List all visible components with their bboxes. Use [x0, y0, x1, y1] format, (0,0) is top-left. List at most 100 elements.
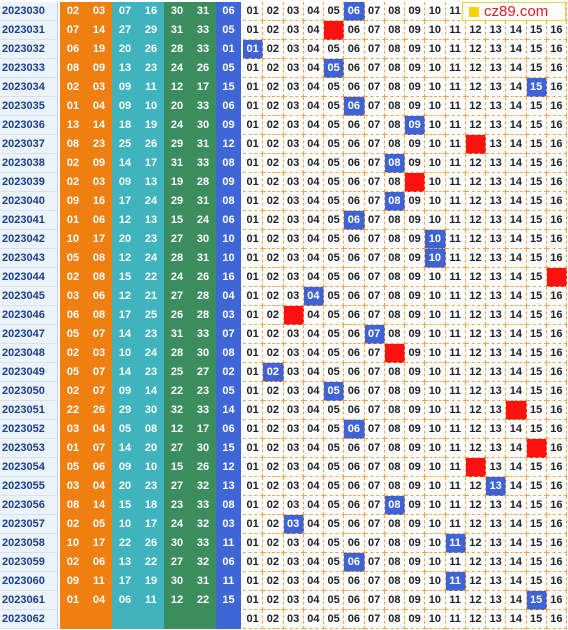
- red-ball-5: 24: [164, 116, 190, 135]
- red-ball-6: 32: [190, 553, 216, 572]
- issue-number: 2023033: [0, 59, 58, 78]
- trend-cell-01: 01: [243, 401, 264, 420]
- red-ball-5: 27: [164, 553, 190, 572]
- trend-cell-02: 02: [263, 344, 284, 363]
- trend-cell-07: 07: [364, 2, 385, 21]
- trend-cell-05: 05: [324, 21, 345, 40]
- trend-cell-05: 05: [324, 325, 345, 344]
- trend-cell-03: 03: [283, 192, 304, 211]
- red-ball-3: 18: [112, 116, 138, 135]
- trend-cell-08: 08: [384, 230, 405, 249]
- trend-cell-15: 15: [526, 553, 547, 572]
- red-ball-3: 09: [112, 78, 138, 97]
- trend-cell-13: 13: [486, 401, 507, 420]
- trend-cell-15: 15: [526, 534, 547, 553]
- trend-cell-14: 14: [506, 287, 527, 306]
- trend-cell-09: 09: [405, 173, 426, 192]
- trend-cell-14: 14: [506, 249, 527, 268]
- trend-cell-05: 05: [324, 477, 345, 496]
- blue-ball: 16: [216, 268, 241, 287]
- trend-cell-15: 15: [526, 40, 547, 59]
- trend-cell-11: 11: [445, 420, 466, 439]
- trend-cell-09: 09: [405, 344, 426, 363]
- trend-cell-01: 01: [243, 534, 264, 553]
- trend-cell-06: 06: [344, 78, 365, 97]
- red-ball-4: 13: [138, 173, 164, 192]
- trend-cell-11: 11: [445, 287, 466, 306]
- trend-cell-16: 16: [546, 572, 567, 591]
- trend-cell-03: 03: [283, 325, 304, 344]
- trend-cell-13: 13: [486, 249, 507, 268]
- trend-cell-03: 03: [283, 553, 304, 572]
- trend-cell-05: 05: [324, 97, 345, 116]
- trend-cell-05: 05: [324, 344, 345, 363]
- red-ball-4: 23: [138, 477, 164, 496]
- red-ball-3: 14: [112, 154, 138, 173]
- trend-cell-14: 14: [506, 458, 527, 477]
- trend-cell-09: 09: [405, 192, 426, 211]
- trend-cell-10: 10: [425, 2, 446, 21]
- trend-cell-02: 02: [263, 325, 284, 344]
- red-ball-4: [138, 610, 164, 629]
- red-ball-2: 08: [86, 249, 112, 268]
- issue-number: 2023042: [0, 230, 58, 249]
- trend-cell-13: 13: [486, 477, 507, 496]
- red-ball-4: 30: [138, 401, 164, 420]
- trend-cell-01: 01: [243, 515, 264, 534]
- trend-cell-06: 06: [344, 306, 365, 325]
- red-ball-1: 13: [60, 116, 86, 135]
- trend-cell-04: 04: [303, 363, 324, 382]
- trend-cell-05: 05: [324, 249, 345, 268]
- trend-cell-05: 05: [324, 59, 345, 78]
- red-ball-1: 05: [60, 325, 86, 344]
- red-ball-6: 33: [190, 401, 216, 420]
- trend-cell-03: 03: [283, 2, 304, 21]
- trend-cell-12: 12: [465, 249, 486, 268]
- trend-cell-04: 04: [303, 173, 324, 192]
- red-ball-6: 17: [190, 78, 216, 97]
- red-ball-2: 06: [86, 458, 112, 477]
- trend-cell-03: 03: [283, 249, 304, 268]
- trend-cell-15: 15: [526, 154, 547, 173]
- red-ball-1: 01: [60, 439, 86, 458]
- red-ball-1: 07: [60, 21, 86, 40]
- trend-cell-14: 14: [506, 515, 527, 534]
- trend-cell-02: 02: [263, 97, 284, 116]
- trend-cell-06: 06: [344, 591, 365, 610]
- red-ball-4: 16: [138, 2, 164, 21]
- trend-cell-07: 07: [364, 211, 385, 230]
- trend-cell-02: 02: [263, 2, 284, 21]
- trend-cell-08: 08: [384, 173, 405, 192]
- blue-ball: 05: [216, 382, 241, 401]
- trend-cell-10: 10: [425, 553, 446, 572]
- trend-cell-15: 15: [526, 116, 547, 135]
- issue-number: 2023060: [0, 572, 58, 591]
- trend-cell-16: 16: [546, 458, 567, 477]
- trend-cell-15: 15: [526, 496, 547, 515]
- site-logo[interactable]: cz89.com: [462, 2, 566, 21]
- trend-cell-11: 11: [445, 59, 466, 78]
- trend-cell-12: 12: [465, 610, 486, 629]
- trend-cell-09: 09: [405, 78, 426, 97]
- trend-cell-08: 08: [384, 21, 405, 40]
- blue-ball: 02: [216, 363, 241, 382]
- trend-cell-07: 07: [364, 21, 385, 40]
- trend-cell-09: 09: [405, 2, 426, 21]
- logo-text: cz89.com: [484, 3, 549, 20]
- red-ball-4: 26: [138, 534, 164, 553]
- red-ball-3: 20: [112, 40, 138, 59]
- red-ball-1: 05: [60, 458, 86, 477]
- trend-cell-10: 10: [425, 173, 446, 192]
- trend-cell-06: 06: [344, 439, 365, 458]
- trend-cell-11: 11: [445, 211, 466, 230]
- trend-cell-13: 13: [486, 116, 507, 135]
- issue-number: 2023053: [0, 439, 58, 458]
- issue-number: 2023057: [0, 515, 58, 534]
- red-ball-1: 02: [60, 78, 86, 97]
- trend-cell-14: 14: [506, 173, 527, 192]
- red-ball-3: 12: [112, 287, 138, 306]
- blue-ball: 10: [216, 249, 241, 268]
- red-ball-6: 27: [190, 363, 216, 382]
- trend-cell-02: 02: [263, 192, 284, 211]
- trend-cell-08: 08: [384, 2, 405, 21]
